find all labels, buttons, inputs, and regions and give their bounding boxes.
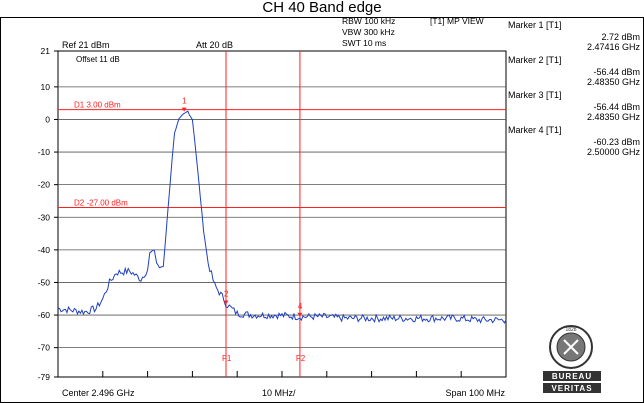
logo-text-bottom: VERITAS xyxy=(551,384,592,393)
marker-point-label-1: 1 xyxy=(182,97,187,106)
y-tick-label-0: 21 xyxy=(41,46,51,56)
logo-seal-outer-ring xyxy=(549,325,593,369)
marker-2-readout: Marker 2 [T1] -56.44 dBm 2.48350 GHz xyxy=(508,55,640,89)
marker-point-label-4: 4 xyxy=(298,302,303,311)
vbw-label: VBW 300 kHz xyxy=(342,27,395,37)
marker-points: 1 2 4 xyxy=(181,97,303,317)
marker-point-1 xyxy=(181,107,187,112)
marker-4-readout: Marker 4 [T1] -60.23 dBm 2.50000 GHz xyxy=(508,125,640,159)
grid xyxy=(57,50,507,378)
logo-cross-icon xyxy=(563,339,579,355)
page-title: CH 40 Band edge xyxy=(262,0,382,16)
per-division-label: 10 MHz/ xyxy=(262,388,296,398)
frequency-lines: F1 F2 xyxy=(222,51,306,377)
marker-point-2 xyxy=(223,300,229,305)
logo-bar-bottom xyxy=(543,383,601,393)
y-tick-label-5: -30 xyxy=(38,212,51,222)
logo-text-top: BUREAU xyxy=(552,372,592,381)
y-tick-label-10: -79 xyxy=(38,372,51,382)
marker-point-label-2: 2 xyxy=(224,289,229,298)
span-label: Span 100 MHz xyxy=(445,388,505,398)
y-tick-label-7: -50 xyxy=(38,277,51,287)
marker-1-title: Marker 1 [T1] xyxy=(508,20,562,30)
y-tick-label-9: -70 xyxy=(38,343,51,353)
frequency-line-label-1: F1 xyxy=(222,354,232,363)
frequency-line-label-2: F2 xyxy=(296,354,306,363)
display-line-label-2: D2 -27.00 dBm xyxy=(74,198,128,207)
y-tick-label-6: -40 xyxy=(38,245,51,255)
marker-3-title: Marker 3 [T1] xyxy=(508,90,562,100)
trace-line xyxy=(57,110,507,324)
marker-4-level: -60.23 dBm xyxy=(593,137,640,147)
marker-2-frequency: 2.48350 GHz xyxy=(586,77,640,87)
marker-point-4 xyxy=(297,312,303,317)
display-lines: D1 3.00 dBm D2 -27.00 dBm xyxy=(58,101,506,208)
y-axis-ticks: 21 10 0 -10 -20 -30 -40 -50 -60 -70 -79 xyxy=(38,46,58,382)
bureau-veritas-logo: 1828 BUREAU VERITAS xyxy=(543,325,601,393)
y-tick-label-3: -10 xyxy=(38,147,51,157)
marker-1-readout: Marker 1 [T1] 2.72 dBm 2.47416 GHz xyxy=(508,20,640,54)
marker-4-title: Marker 4 [T1] xyxy=(508,125,562,135)
center-frequency-label: Center 2.496 GHz xyxy=(62,388,135,398)
trace xyxy=(57,110,507,324)
marker-2-title: Marker 2 [T1] xyxy=(508,55,562,65)
marker-2-level: -56.44 dBm xyxy=(593,67,640,77)
marker-1-frequency: 2.47416 GHz xyxy=(586,42,640,52)
y-tick-label-4: -20 xyxy=(38,180,51,190)
marker-3-frequency: 2.48350 GHz xyxy=(586,112,640,122)
ref-level-label: Ref 21 dBm xyxy=(62,40,110,50)
logo-year: 1828 xyxy=(565,327,576,333)
rbw-label: RBW 100 kHz xyxy=(342,16,395,26)
y-tick-label-2: 0 xyxy=(45,114,50,124)
attenuation-label: Att 20 dB xyxy=(196,40,233,50)
swt-label: SWT 10 ms xyxy=(342,38,386,48)
marker-1-level: 2.72 dBm xyxy=(601,32,640,42)
logo-bar-top xyxy=(543,371,601,381)
plot-frame xyxy=(57,50,507,378)
marker-3-level: -56.44 dBm xyxy=(593,102,640,112)
marker-3-readout: Marker 3 [T1] -56.44 dBm 2.48350 GHz xyxy=(508,90,640,124)
marker-4-frequency: 2.50000 GHz xyxy=(586,147,640,157)
trace-mode-label: [T1] MP VIEW xyxy=(430,16,484,26)
y-tick-label-8: -60 xyxy=(38,310,51,320)
offset-label: Offset 11 dB xyxy=(76,55,120,64)
y-tick-label-1: 10 xyxy=(41,82,51,92)
display-line-label-1: D1 3.00 dBm xyxy=(74,101,121,110)
